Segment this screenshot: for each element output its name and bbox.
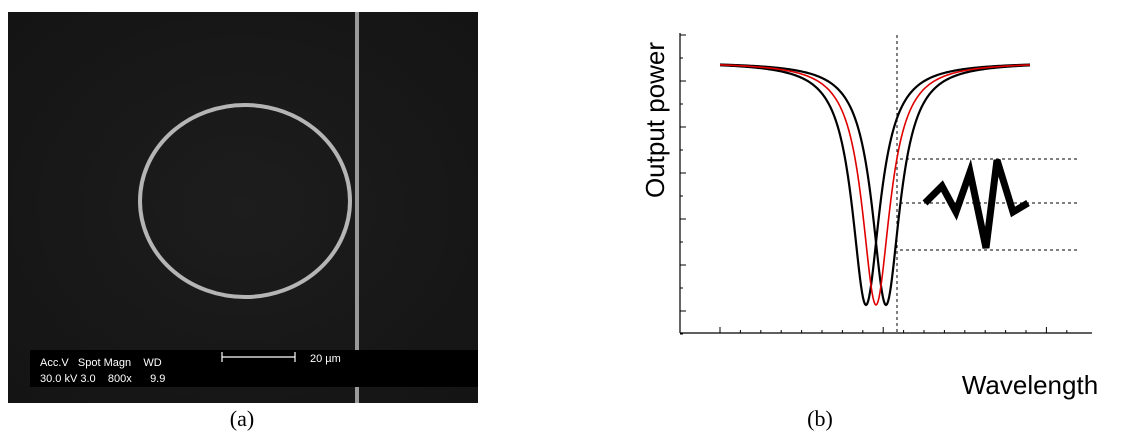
caption-a: (a) <box>230 406 254 431</box>
figure: Acc.V Spot Magn WD 30.0 kV 3.0 800x 9.9 … <box>0 0 1135 437</box>
page: {"panel_a": {"info_labels": "Acc.V Spot … <box>0 0 1135 437</box>
y-axis-label: Output power <box>640 42 670 198</box>
sem-image: Acc.V Spot Magn WD 30.0 kV 3.0 800x 9.9 … <box>8 12 478 403</box>
transmission-curve <box>720 65 1030 305</box>
info-labels: Acc.V Spot Magn WD <box>40 357 162 369</box>
transmission-curve <box>720 65 1030 305</box>
x-axis-label: Wavelength <box>962 370 1098 400</box>
transmission-curve <box>720 65 1030 305</box>
scale-label: 20 µm <box>310 353 341 365</box>
info-values: 30.0 kV 3.0 800x 9.9 <box>40 373 165 385</box>
sem-background <box>8 12 478 403</box>
schematic-plot <box>680 33 1092 334</box>
caption-b: (b) <box>807 406 833 431</box>
noise-zigzag <box>925 160 1028 248</box>
